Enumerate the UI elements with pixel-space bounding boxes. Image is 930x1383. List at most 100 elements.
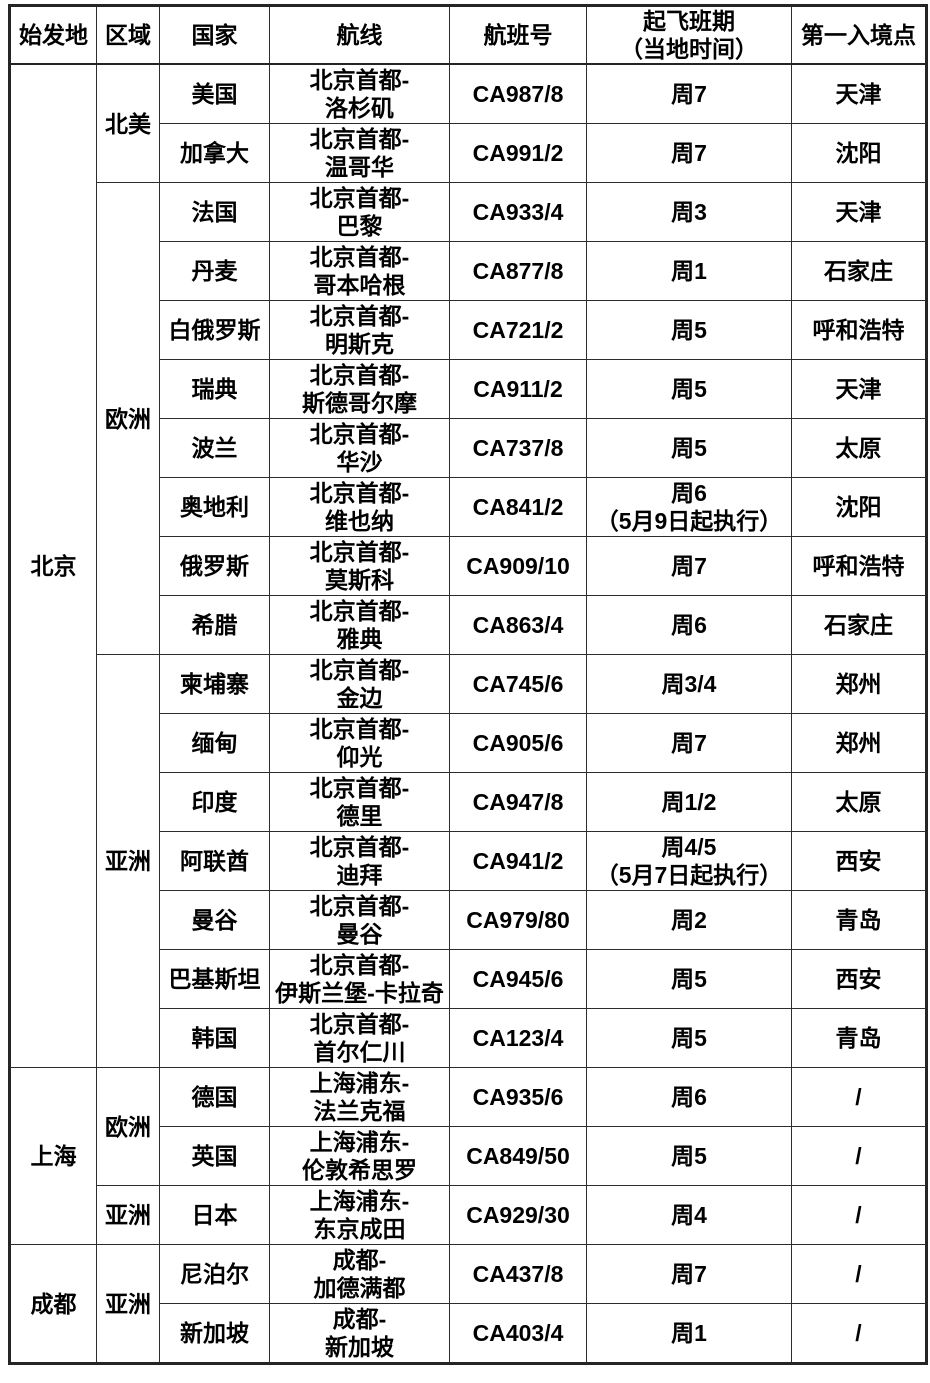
route-line1: 北京首都- [309,952,410,978]
route-line2: 洛杉矶 [325,95,394,121]
header-schedule: 起飞班期 （当地时间） [586,5,792,65]
entry-point-cell: 沈阳 [791,123,927,183]
table-row: 加拿大 北京首都- 温哥华 CA991/2 周7 沈阳 [10,123,927,183]
country-cell: 尼泊尔 [159,1244,270,1304]
route-cell: 北京首都- 仰光 [269,713,450,773]
route-line2: 伦敦希思罗 [302,1157,417,1183]
flight-no-cell: CA987/8 [449,63,587,124]
flight-no-cell: CA877/8 [449,241,587,301]
country-cell: 波兰 [159,418,270,478]
schedule-line1: 周7 [671,730,707,756]
table-row: 奥地利 北京首都- 维也纳 CA841/2 周6 （5月9日起执行） 沈阳 [10,477,927,537]
route-cell: 北京首都- 洛杉矶 [269,63,450,124]
schedule-line1: 周7 [671,553,707,579]
header-row: 始发地 区域 国家 航线 航班号 起飞班期 （当地时间） 第一入境点 [9,5,927,65]
schedule-cell: 周7 [586,713,792,773]
schedule-cell: 周5 [586,418,792,478]
route-line2: 莫斯科 [325,567,394,593]
schedule-cell: 周5 [586,1008,792,1068]
route-line1: 北京首都- [309,775,410,801]
route-cell: 北京首都- 雅典 [269,595,450,655]
entry-point-cell: / [791,1185,927,1245]
route-line2: 雅典 [336,626,383,652]
route-line2: 德里 [336,803,383,829]
origin-cell-shanghai: 上海 [9,1067,97,1245]
schedule-cell: 周2 [586,890,792,950]
route-line1: 上海浦东- [309,1070,410,1096]
table-row: 缅甸 北京首都- 仰光 CA905/6 周7 郑州 [10,713,927,773]
table-row: 希腊 北京首都- 雅典 CA863/4 周6 石家庄 [10,595,927,655]
schedule-cell: 周6 [586,595,792,655]
route-line2: 新加坡 [325,1334,394,1360]
schedule-line1: 周6 [671,612,707,638]
schedule-line1: 周4/5 [661,834,717,860]
flight-no-cell: CA941/2 [449,831,587,891]
route-line2: 迪拜 [336,862,383,888]
table-row: 成都 亚洲 尼泊尔 成都- 加德满都 CA437/8 周7 / [9,1244,927,1364]
schedule-cell: 周1 [586,241,792,301]
country-cell: 希腊 [159,595,270,655]
schedule-cell: 周5 [586,949,792,1009]
route-line2: 金边 [336,685,383,711]
route-line1: 北京首都- [309,362,410,388]
country-cell: 新加坡 [159,1303,270,1364]
country-cell: 瑞典 [159,359,270,419]
country-cell: 柬埔寨 [159,654,270,714]
schedule-line1: 周3/4 [661,671,717,697]
region-cell-europe: 欧洲 [96,1067,160,1186]
entry-point-cell: 西安 [791,949,927,1009]
country-cell: 缅甸 [159,713,270,773]
schedule-line1: 周5 [671,1025,707,1051]
route-line1: 北京首都- [309,834,410,860]
route-line1: 北京首都- [309,185,410,211]
flight-no-cell: CA929/30 [449,1185,587,1245]
route-line1: 北京首都- [309,539,410,565]
route-line1: 上海浦东- [309,1129,410,1155]
route-line2: 东京成田 [313,1216,406,1242]
entry-point-cell: 青岛 [791,1008,927,1068]
flight-no-cell: CA737/8 [449,418,587,478]
route-line1: 北京首都- [309,67,410,93]
entry-point-cell: 太原 [791,418,927,478]
country-cell: 加拿大 [159,123,270,183]
route-cell: 成都- 新加坡 [269,1303,450,1364]
entry-point-cell: 呼和浩特 [791,536,927,596]
route-cell: 北京首都- 华沙 [269,418,450,478]
schedule-line1: 周1/2 [661,789,717,815]
header-entry-point: 第一入境点 [791,5,927,65]
table-row: 亚洲 日本 上海浦东- 东京成田 CA929/30 周4 / [10,1185,927,1245]
route-cell: 成都- 加德满都 [269,1244,450,1304]
schedule-line1: 周2 [671,907,707,933]
flight-no-cell: CA935/6 [449,1067,587,1127]
schedule-cell: 周4 [586,1185,792,1245]
flight-no-cell: CA991/2 [449,123,587,183]
entry-point-cell: 天津 [791,359,927,419]
entry-point-cell: 天津 [791,63,927,124]
table-row: 曼谷 北京首都- 曼谷 CA979/80 周2 青岛 [10,890,927,950]
region-cell-asia: 亚洲 [96,1244,160,1364]
header-region: 区域 [96,5,160,65]
entry-point-cell: 呼和浩特 [791,300,927,360]
country-cell: 日本 [159,1185,270,1245]
table-row: 新加坡 成都- 新加坡 CA403/4 周1 / [10,1303,927,1364]
route-line2: 明斯克 [325,331,394,357]
table-row: 波兰 北京首都- 华沙 CA737/8 周5 太原 [10,418,927,478]
country-cell: 法国 [159,182,270,242]
route-line1: 北京首都- [309,1011,410,1037]
header-country: 国家 [159,5,270,65]
route-cell: 北京首都- 德里 [269,772,450,832]
schedule-line1: 周6 [671,480,707,506]
flight-no-cell: CA911/2 [449,359,587,419]
route-line1: 北京首都- [309,480,410,506]
schedule-line1: 周5 [671,317,707,343]
flight-no-cell: CA403/4 [449,1303,587,1364]
route-line1: 北京首都- [309,126,410,152]
route-line1: 北京首都- [309,716,410,742]
route-line2: 仰光 [336,744,383,770]
region-cell-europe: 欧洲 [96,182,160,655]
table-row: 阿联酋 北京首都- 迪拜 CA941/2 周4/5 （5月7日起执行） 西安 [10,831,927,891]
schedule-cell: 周1 [586,1303,792,1364]
schedule-line1: 周7 [671,140,707,166]
route-line2: 加德满都 [313,1275,406,1301]
schedule-cell: 周1/2 [586,772,792,832]
